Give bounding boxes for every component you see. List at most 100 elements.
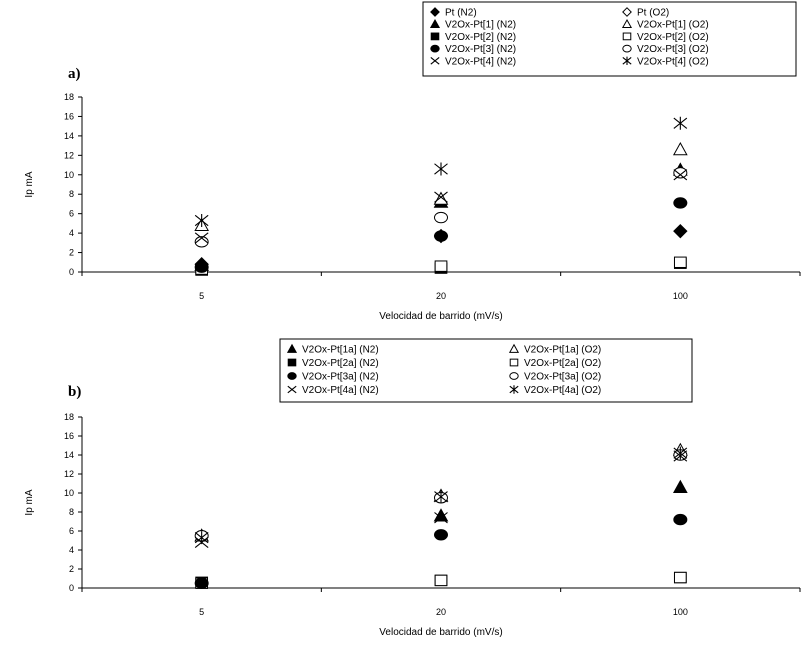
legend-label: V2Ox-Pt[2a] (O2) bbox=[524, 358, 601, 369]
data-point bbox=[673, 513, 688, 526]
x-tick-label: 100 bbox=[673, 607, 688, 617]
x-tick-label: 20 bbox=[436, 291, 446, 301]
legend-label: V2Ox-Pt[1a] (O2) bbox=[524, 345, 601, 356]
y-tick-label: 0 bbox=[69, 583, 74, 593]
y-axis-label: Ip mA bbox=[24, 171, 35, 197]
legend-label: Pt (N2) bbox=[445, 8, 477, 19]
legend-marker bbox=[509, 385, 519, 394]
data-point bbox=[434, 260, 448, 272]
y-tick-label: 2 bbox=[69, 564, 74, 574]
legend-label: V2Ox-Pt[2a] (N2) bbox=[302, 358, 379, 369]
x-tick-label: 20 bbox=[436, 607, 446, 617]
data-point bbox=[194, 236, 209, 248]
legend-marker bbox=[286, 343, 298, 353]
y-tick-label: 14 bbox=[64, 131, 74, 141]
data-point bbox=[194, 213, 209, 227]
y-tick-label: 2 bbox=[69, 248, 74, 258]
data-point bbox=[673, 169, 688, 181]
y-tick-label: 14 bbox=[64, 450, 74, 460]
data-point bbox=[433, 508, 449, 522]
y-tick-label: 8 bbox=[69, 189, 74, 199]
y-tick-label: 10 bbox=[64, 488, 74, 498]
data-point bbox=[672, 141, 688, 156]
data-point bbox=[673, 167, 688, 179]
data-point bbox=[673, 446, 688, 460]
y-tick-label: 18 bbox=[64, 412, 74, 422]
panel-label: b) bbox=[68, 384, 81, 400]
x-tick-label: 5 bbox=[199, 291, 204, 301]
y-tick-label: 4 bbox=[69, 228, 74, 238]
legend-label: V2Ox-Pt[1] (O2) bbox=[637, 20, 709, 31]
data-point bbox=[434, 529, 448, 541]
x-axis-label: Velocidad de barrido (mV/s) bbox=[379, 311, 502, 322]
y-tick-label: 16 bbox=[64, 111, 74, 121]
legend-label: V2Ox-Pt[2] (O2) bbox=[637, 32, 709, 43]
legend-marker bbox=[622, 56, 632, 65]
legend-label: V2Ox-Pt[3a] (N2) bbox=[302, 372, 379, 383]
legend-label: V2Ox-Pt[3] (O2) bbox=[637, 44, 709, 55]
legend-marker bbox=[622, 7, 632, 17]
data-point bbox=[673, 197, 688, 209]
data-point bbox=[434, 211, 448, 224]
data-point bbox=[434, 162, 448, 176]
chart-a: 0 2 4 6 8 10 12 14 16 18 5 20 100 Velocidad de barrid… bbox=[24, 1, 801, 322]
y-axis-label: Ip mA bbox=[24, 489, 35, 515]
y-tick-label: 10 bbox=[64, 170, 74, 180]
legend-marker bbox=[509, 358, 519, 367]
data-point bbox=[194, 577, 209, 589]
legend-label: V2Ox-Pt[4] (N2) bbox=[445, 56, 516, 67]
legend-label: Pt (O2) bbox=[637, 8, 669, 19]
x-tick-label: 100 bbox=[673, 291, 688, 301]
y-tick-label: 4 bbox=[69, 545, 74, 555]
y-tick-label: 12 bbox=[64, 150, 74, 160]
legend-marker bbox=[430, 32, 440, 41]
data-point bbox=[194, 232, 209, 244]
y-tick-label: 16 bbox=[64, 431, 74, 441]
legend-marker bbox=[508, 343, 520, 353]
legend-marker bbox=[429, 18, 441, 29]
panel-label: a) bbox=[68, 66, 81, 82]
legend-label: V2Ox-Pt[1] (N2) bbox=[445, 20, 516, 31]
legend-box bbox=[422, 1, 797, 77]
data-point bbox=[672, 479, 688, 493]
data-point bbox=[673, 116, 688, 130]
y-tick-label: 12 bbox=[64, 469, 74, 479]
legend-marker bbox=[430, 44, 440, 53]
data-point bbox=[673, 223, 688, 239]
data-point bbox=[194, 261, 209, 273]
legend-marker bbox=[287, 385, 297, 394]
data-point bbox=[434, 230, 448, 242]
y-tick-label: 6 bbox=[69, 526, 74, 536]
data-point bbox=[673, 256, 687, 268]
y-tick-label: 6 bbox=[69, 209, 74, 219]
legend-marker bbox=[622, 44, 632, 53]
data-point bbox=[434, 490, 448, 504]
legend-label: V2Ox-Pt[3a] (O2) bbox=[524, 372, 601, 383]
legend-marker bbox=[430, 57, 440, 65]
legend-label: V2Ox-Pt[3] (N2) bbox=[445, 44, 516, 55]
legend-marker bbox=[622, 32, 632, 41]
legend-label: V2Ox-Pt[1a] (N2) bbox=[302, 345, 379, 356]
legend-marker bbox=[430, 7, 440, 17]
legend-marker bbox=[509, 372, 519, 380]
data-point bbox=[434, 191, 448, 203]
legend-label: V2Ox-Pt[4a] (O2) bbox=[524, 385, 601, 396]
y-tick-label: 8 bbox=[69, 507, 74, 517]
x-axis-label: Velocidad de barrido (mV/s) bbox=[379, 627, 502, 638]
legend-box bbox=[279, 338, 693, 403]
data-point bbox=[434, 574, 448, 587]
chart-b: 0 2 4 6 8 10 12 14 16 18 5 20 100 Velocidad de barrid… bbox=[24, 338, 801, 638]
data-point bbox=[194, 531, 209, 545]
x-tick-label: 5 bbox=[199, 607, 204, 617]
legend-marker bbox=[287, 358, 297, 367]
data-point bbox=[433, 191, 449, 205]
y-tick-label: 18 bbox=[64, 92, 74, 102]
legend-label: V2Ox-Pt[4] (O2) bbox=[637, 56, 709, 67]
legend-marker bbox=[287, 372, 297, 380]
y-tick-label: 0 bbox=[69, 267, 74, 277]
legend-marker bbox=[621, 18, 633, 29]
data-point bbox=[673, 571, 687, 584]
legend-label: V2Ox-Pt[4a] (N2) bbox=[302, 385, 379, 396]
data-point bbox=[434, 512, 448, 524]
